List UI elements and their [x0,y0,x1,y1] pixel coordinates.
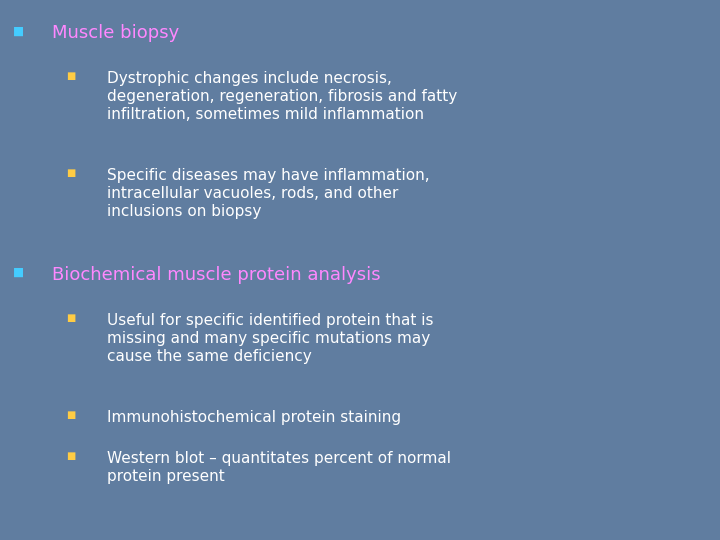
Text: ■: ■ [66,168,76,179]
Text: ■: ■ [66,410,76,420]
Text: ■: ■ [13,24,24,37]
Text: Immunohistochemical protein staining: Immunohistochemical protein staining [107,410,401,425]
Text: ■: ■ [13,266,24,279]
Text: Dystrophic changes include necrosis,
degeneration, regeneration, fibrosis and fa: Dystrophic changes include necrosis, deg… [107,71,456,122]
Text: Useful for specific identified protein that is
missing and many specific mutatio: Useful for specific identified protein t… [107,313,433,363]
Text: Biochemical muscle protein analysis: Biochemical muscle protein analysis [52,266,380,284]
Text: ■: ■ [66,71,76,82]
Text: Specific diseases may have inflammation,
intracellular vacuoles, rods, and other: Specific diseases may have inflammation,… [107,168,429,219]
Text: ■: ■ [66,313,76,323]
Text: Western blot – quantitates percent of normal
protein present: Western blot – quantitates percent of no… [107,451,451,484]
Text: Muscle biopsy: Muscle biopsy [52,24,179,42]
Text: ■: ■ [66,451,76,461]
